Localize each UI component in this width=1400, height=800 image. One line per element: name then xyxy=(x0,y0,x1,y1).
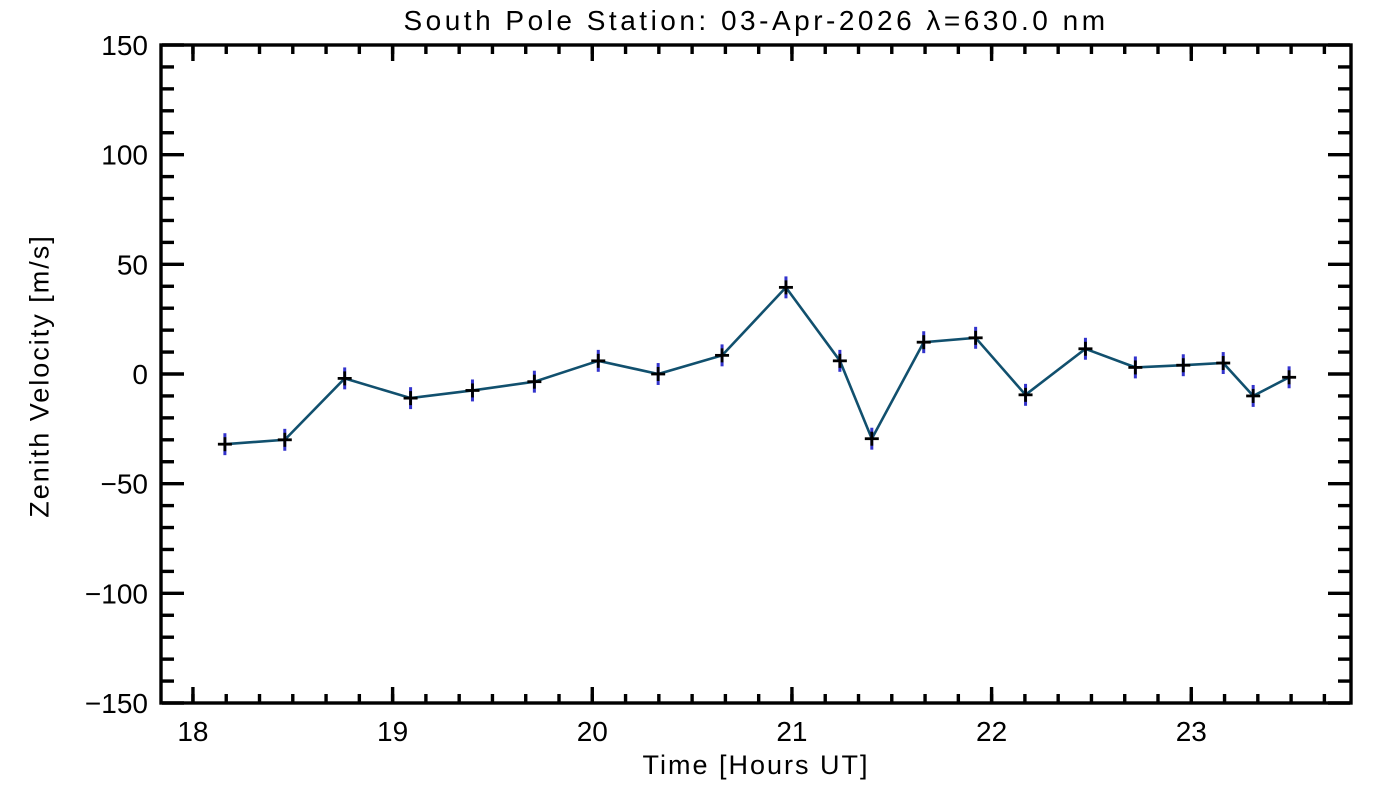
y-tick-label: 0 xyxy=(132,359,148,390)
x-tick-label: 23 xyxy=(1176,716,1207,747)
data-line xyxy=(224,285,1290,446)
x-tick-label: 21 xyxy=(776,716,807,747)
x-tick-label: 18 xyxy=(177,716,208,747)
plot-frame xyxy=(159,43,1353,705)
x-tick-label: 20 xyxy=(577,716,608,747)
x-tick-label: 19 xyxy=(377,716,408,747)
y-tick-label: 150 xyxy=(101,30,148,61)
x-axis-title: Time [Hours UT] xyxy=(642,750,870,780)
y-tick-label: −50 xyxy=(101,469,149,500)
y-tick-label: −150 xyxy=(85,688,148,719)
y-tick-label: 100 xyxy=(101,140,148,171)
x-tick-label: 22 xyxy=(976,716,1007,747)
y-tick-label: −100 xyxy=(85,578,148,609)
chart-title: South Pole Station: 03-Apr-2026 λ=630.0 … xyxy=(403,5,1109,36)
y-tick-label: 50 xyxy=(117,249,148,280)
